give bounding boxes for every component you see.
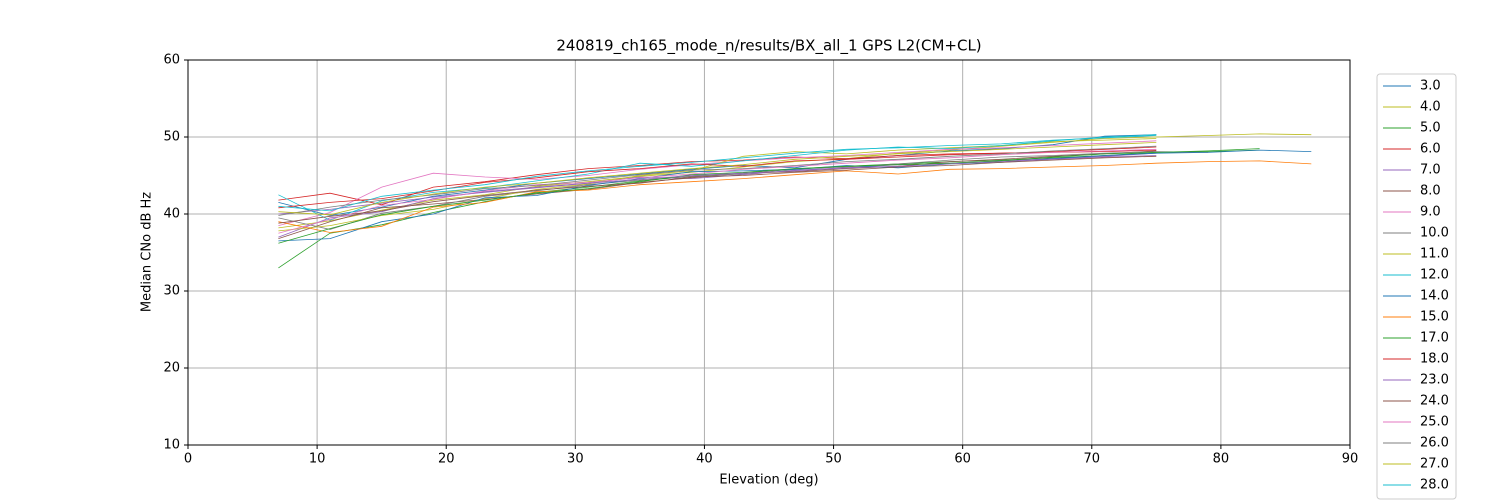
plot-frame	[187, 59, 1351, 446]
legend-label: 10.0	[1420, 226, 1449, 241]
x-tick-label: 20	[438, 452, 455, 467]
series-line	[278, 135, 1157, 212]
y-tick-label: 20	[163, 361, 180, 376]
series-line	[278, 134, 1157, 221]
y-tick-label: 10	[163, 438, 180, 453]
legend-box	[1376, 73, 1457, 500]
x-tick-label: 70	[1084, 452, 1101, 467]
legend-label: 5.0	[1420, 121, 1441, 136]
y-tick-label: 40	[163, 207, 180, 222]
series-line	[278, 160, 1312, 233]
legend-label: 3.0	[1420, 79, 1441, 94]
legend-label: 7.0	[1420, 163, 1441, 178]
legend-label: 15.0	[1420, 310, 1449, 325]
x-axis-label: Elevation (deg)	[719, 473, 818, 488]
legend-label: 8.0	[1420, 184, 1441, 199]
legend-label: 11.0	[1420, 247, 1449, 262]
series-line	[278, 142, 1157, 216]
y-axis-label: Median CNo dB Hz	[140, 192, 155, 312]
legend-label: 26.0	[1420, 436, 1449, 451]
legend-label: 9.0	[1420, 205, 1441, 220]
x-tick-label: 90	[1342, 452, 1359, 467]
legend-label: 17.0	[1420, 331, 1449, 346]
series-line	[278, 148, 1260, 244]
x-tick-label: 50	[825, 452, 842, 467]
series-line	[278, 133, 1312, 229]
legend-label: 25.0	[1420, 415, 1449, 430]
x-tick-label: 10	[309, 452, 326, 467]
legend-label: 18.0	[1420, 352, 1449, 367]
legend-label: 23.0	[1420, 373, 1449, 388]
y-tick-label: 60	[163, 53, 180, 68]
series-line	[278, 146, 1157, 209]
x-tick-label: 30	[567, 452, 584, 467]
legend-label: 28.0	[1420, 478, 1449, 493]
series-line	[278, 155, 1157, 224]
legend-label: 6.0	[1420, 142, 1441, 157]
x-tick-label: 40	[696, 452, 713, 467]
legend-label: 27.0	[1420, 457, 1449, 472]
chart-title: 240819_ch165_mode_n/results/BX_all_1 GPS…	[556, 37, 981, 56]
series-line	[278, 155, 1157, 215]
legend-label: 24.0	[1420, 394, 1449, 409]
series-line	[278, 148, 1157, 234]
series-line	[278, 149, 1312, 242]
legend-label: 4.0	[1420, 100, 1441, 115]
legend-label: 14.0	[1420, 289, 1449, 304]
x-tick-label: 0	[184, 452, 192, 467]
y-tick-label: 30	[163, 284, 180, 299]
x-tick-label: 80	[1213, 452, 1230, 467]
series-line	[278, 151, 1209, 230]
y-tick-label: 50	[163, 130, 180, 145]
legend-label: 12.0	[1420, 268, 1449, 283]
legend: 3.0 4.0 5.0 6.0 7.0 8.0 9.0 10.0 11.0 12.0 14.0 15.…	[1376, 73, 1457, 500]
x-tick-label: 60	[954, 452, 971, 467]
series-line	[278, 140, 1157, 226]
